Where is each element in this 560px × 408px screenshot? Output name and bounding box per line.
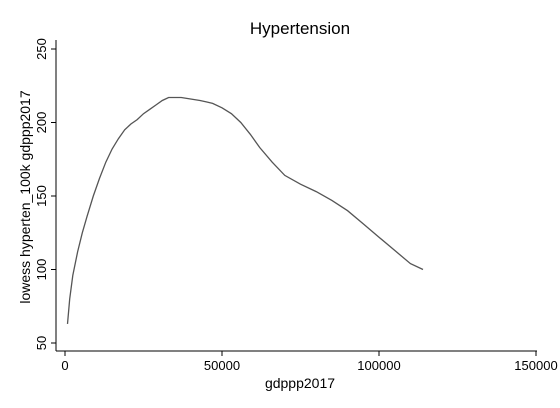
series-line <box>66 96 424 324</box>
y-axis: 50 100 150 200 250 <box>34 38 56 350</box>
y-tick-label: 150 <box>34 185 49 207</box>
x-tick-label: 50000 <box>204 358 240 373</box>
x-tick-label: 150000 <box>514 358 557 373</box>
y-tick-label: 50 <box>34 336 49 350</box>
x-axis-label: gdppp2017 <box>265 375 335 391</box>
chart-title: Hypertension <box>250 19 350 38</box>
y-tick-label: 250 <box>34 38 49 60</box>
y-tick-label: 200 <box>34 112 49 134</box>
x-axis: 0 50000 100000 150000 <box>61 351 558 373</box>
x-tick-label: 0 <box>61 358 68 373</box>
x-tick-label: 100000 <box>357 358 400 373</box>
y-axis-label: lowess hyperten_100k gdppp2017 <box>17 90 33 303</box>
y-tick-label: 100 <box>34 259 49 281</box>
